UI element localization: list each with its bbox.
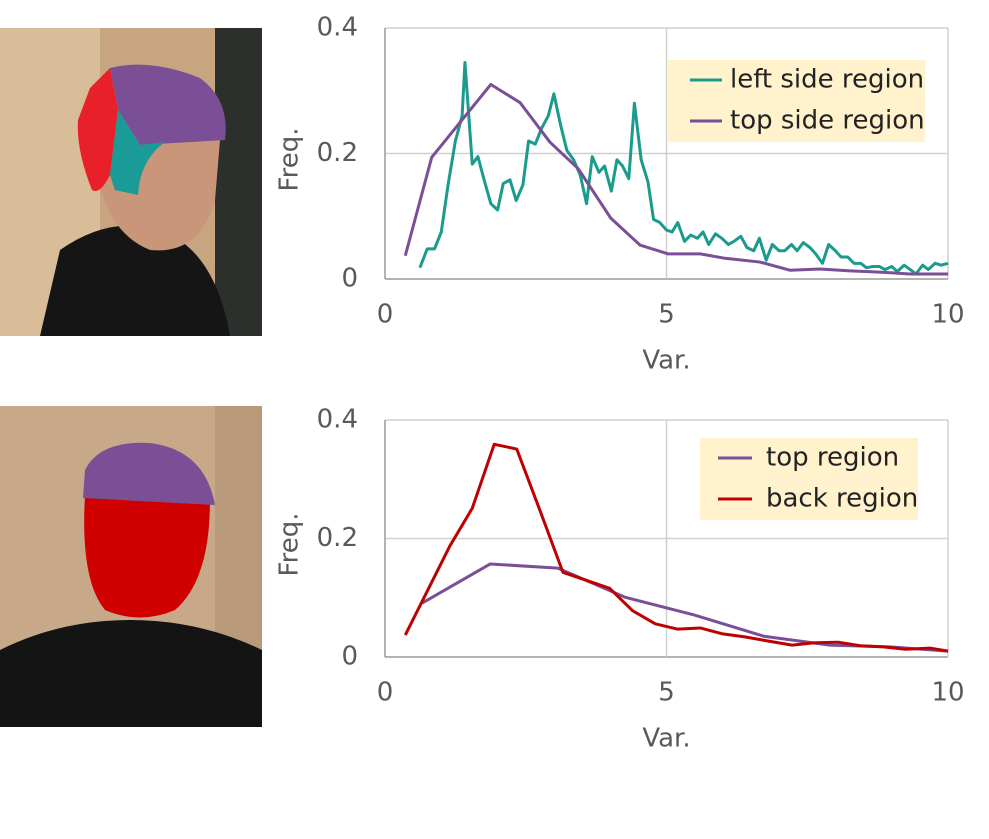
y-tick-label: 0 [341, 642, 358, 672]
x-axis-label: Var. [642, 346, 690, 376]
legend-box [700, 438, 918, 520]
y-axis-label: Freq. [275, 513, 305, 577]
data-line [418, 61, 949, 276]
y-tick-label: 0 [341, 264, 358, 294]
legend-label: top region [766, 443, 899, 473]
x-tick-label: 5 [658, 678, 675, 708]
data-line [421, 562, 949, 653]
data-line [403, 442, 949, 653]
legend-box [668, 60, 925, 142]
photo-back [0, 406, 262, 727]
y-tick-label: 0.4 [317, 405, 358, 435]
x-tick-label: 0 [377, 300, 394, 330]
x-tick-label: 10 [931, 678, 964, 708]
photo-side [0, 28, 262, 336]
x-tick-label: 0 [377, 678, 394, 708]
x-tick-label: 5 [658, 300, 675, 330]
y-tick-label: 0.2 [317, 138, 358, 168]
y-tick-label: 0.4 [317, 13, 358, 43]
legend-label: back region [766, 484, 918, 514]
data-line [403, 82, 948, 276]
x-tick-label: 10 [931, 300, 964, 330]
legend-label: left side region [730, 65, 924, 95]
legend-label: top side region [730, 106, 925, 136]
chart: 0 0.2 0.4 0 5 10 Var. Freq. top region back regio… [275, 405, 965, 754]
y-tick-label: 0.2 [317, 523, 358, 553]
x-axis-label: Var. [642, 724, 690, 754]
chart: 0 0.2 0.4 0 5 10 Var. Freq. left side region top … [275, 13, 965, 376]
y-axis-label: Freq. [275, 128, 305, 192]
